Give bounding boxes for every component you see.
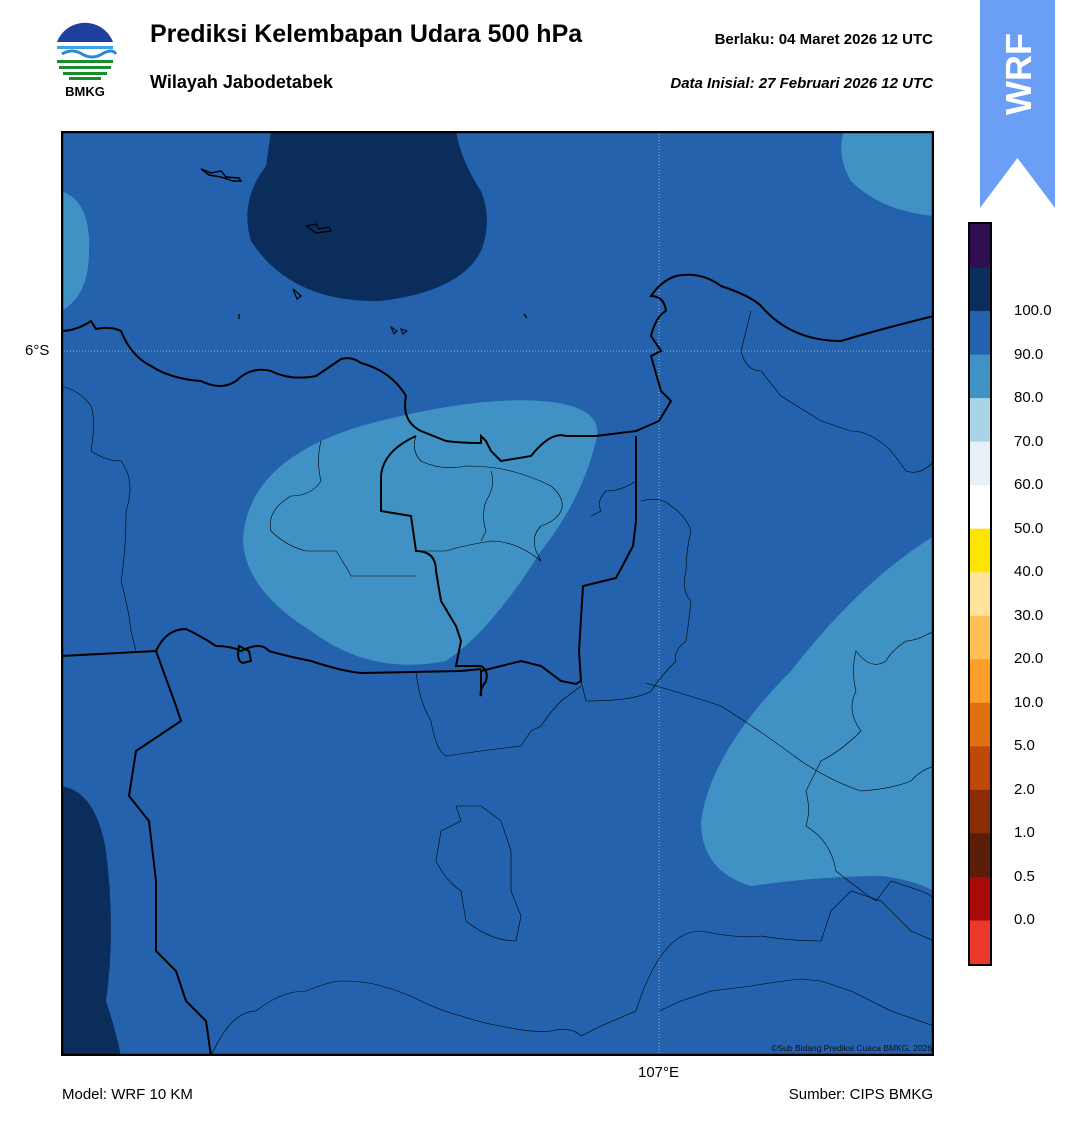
colorbar-segment [970, 528, 990, 573]
contour-70-right [701, 536, 934, 891]
island [238, 313, 528, 319]
island [389, 325, 409, 335]
colorbar-segment [970, 920, 990, 965]
colorbar-segment [970, 311, 990, 356]
colorbar-label: 30.0 [1014, 606, 1044, 624]
district-border [580, 499, 692, 702]
regency-border [380, 435, 637, 697]
lat-tick-label: 6°S [25, 342, 50, 359]
island [304, 223, 332, 234]
colorbar-segment [970, 702, 990, 747]
coastline [61, 273, 934, 463]
init-time: Data Inisial: 27 Februari 2026 12 UTC [670, 75, 933, 92]
colorbar-label: 50.0 [1014, 519, 1044, 537]
contour-70-center [243, 400, 598, 665]
district-border [435, 805, 522, 942]
colorbar-segment [970, 572, 990, 617]
colorbar-label: 2.0 [1014, 780, 1035, 798]
lon-tick-label: 107°E [638, 1064, 680, 1081]
district-border [740, 310, 934, 473]
colorbar-label: 100.0 [1014, 302, 1052, 320]
copyright-note: ©Sub Bidang Prediksi Cuaca BMKG, 2026 [771, 1043, 932, 1053]
colorbar-segment [970, 224, 990, 269]
contour-90-bottomleft [61, 786, 121, 1056]
district-border [658, 978, 934, 1027]
colorbar-segment [970, 441, 990, 486]
colorbar-label: 60.0 [1014, 476, 1044, 494]
colorbar-segment [970, 789, 990, 834]
district-border [645, 682, 934, 792]
district-border [415, 670, 582, 757]
region-subtitle: Wilayah Jabodetabek [150, 72, 333, 92]
colorbar-segment [970, 876, 990, 921]
colorbar-label: 80.0 [1014, 389, 1044, 407]
chart-title: Prediksi Kelembapan Udara 500 hPa [150, 20, 583, 48]
contour-70-topright [841, 131, 934, 216]
valid-time: Berlaku: 04 Maret 2026 12 UTC [714, 31, 933, 48]
colorbar-segment [970, 354, 990, 399]
colorbar-label: 1.0 [1014, 824, 1035, 842]
wrf-badge-icon: WRF [980, 0, 1055, 210]
colorbar-segment [970, 485, 990, 530]
province-border [127, 650, 212, 1056]
colorbar-label: 0.5 [1014, 867, 1035, 885]
province-border [61, 627, 482, 675]
colorbar-label: 0.0 [1014, 911, 1035, 929]
island [292, 288, 302, 300]
bmkg-logo-icon [52, 20, 118, 100]
district-border [210, 890, 934, 1056]
district-border [269, 440, 416, 577]
colorbar-label: 20.0 [1014, 650, 1044, 668]
regency-border [237, 644, 253, 665]
humidity-colorbar [968, 222, 992, 966]
colorbar-label: 10.0 [1014, 693, 1044, 711]
colorbar-label: 70.0 [1014, 432, 1044, 450]
colorbar-segment [970, 398, 990, 443]
colorbar-label: 40.0 [1014, 563, 1044, 581]
island [200, 168, 243, 182]
colorbar-segment [970, 659, 990, 704]
source-label: Sumber: CIPS BMKG [788, 1086, 933, 1103]
district-border [590, 480, 637, 517]
map-frame [60, 130, 935, 1057]
district-border [414, 435, 563, 562]
colorbar-label: 5.0 [1014, 737, 1035, 755]
colorbar-segment [970, 615, 990, 660]
colorbar-segment [970, 267, 990, 312]
contour-90-top [247, 131, 487, 302]
model-label: Model: WRF 10 KM [62, 1086, 193, 1103]
logo-text: BMKG [65, 84, 105, 99]
wrf-badge-text: WRF [998, 33, 1039, 115]
district-border [480, 470, 493, 542]
district-border [805, 630, 934, 902]
colorbar-frame [968, 222, 992, 966]
colorbar-label: 90.0 [1014, 345, 1044, 363]
district-border [61, 385, 137, 652]
contour-70-left [61, 191, 90, 311]
humidity-map [60, 130, 935, 1057]
colorbar-segment [970, 746, 990, 791]
colorbar-segment [970, 833, 990, 878]
